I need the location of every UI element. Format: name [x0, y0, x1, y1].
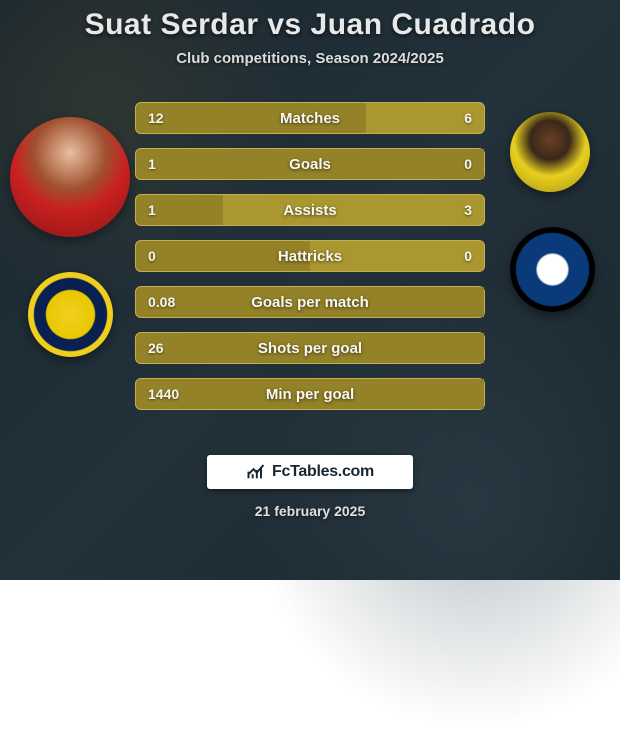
- stat-bars-container: 12Matches61Goals01Assists30Hattricks00.0…: [135, 102, 485, 424]
- club-crest-right: [510, 227, 595, 312]
- stat-row: 1Assists3: [135, 194, 485, 226]
- stat-value-right: 0: [464, 248, 472, 264]
- stat-row: 26Shots per goal: [135, 332, 485, 364]
- chart-icon: [246, 460, 266, 485]
- site-logo: FcTables.com: [207, 455, 413, 489]
- stat-label: Shots per goal: [136, 340, 484, 357]
- stats-area: 12Matches61Goals01Assists30Hattricks00.0…: [0, 97, 620, 437]
- stat-row: 0.08Goals per match: [135, 286, 485, 318]
- date: 21 february 2025: [0, 503, 620, 519]
- stat-row: 1Goals0: [135, 148, 485, 180]
- stat-label: Min per goal: [136, 386, 484, 403]
- player-left-avatar: [10, 117, 130, 237]
- stat-row: 1440Min per goal: [135, 378, 485, 410]
- stat-label: Goals per match: [136, 294, 484, 311]
- logo-text: FcTables.com: [272, 463, 374, 481]
- stat-label: Goals: [136, 156, 484, 173]
- subtitle: Club competitions, Season 2024/2025: [0, 50, 620, 67]
- stat-row: 0Hattricks0: [135, 240, 485, 272]
- stat-label: Matches: [136, 110, 484, 127]
- club-crest-left: [28, 272, 113, 357]
- stat-label: Assists: [136, 202, 484, 219]
- stat-row: 12Matches6: [135, 102, 485, 134]
- stat-value-right: 0: [464, 156, 472, 172]
- page-title: Suat Serdar vs Juan Cuadrado: [0, 8, 620, 42]
- player-right-avatar: [510, 112, 590, 192]
- stat-label: Hattricks: [136, 248, 484, 265]
- stat-value-right: 3: [464, 202, 472, 218]
- stat-value-right: 6: [464, 110, 472, 126]
